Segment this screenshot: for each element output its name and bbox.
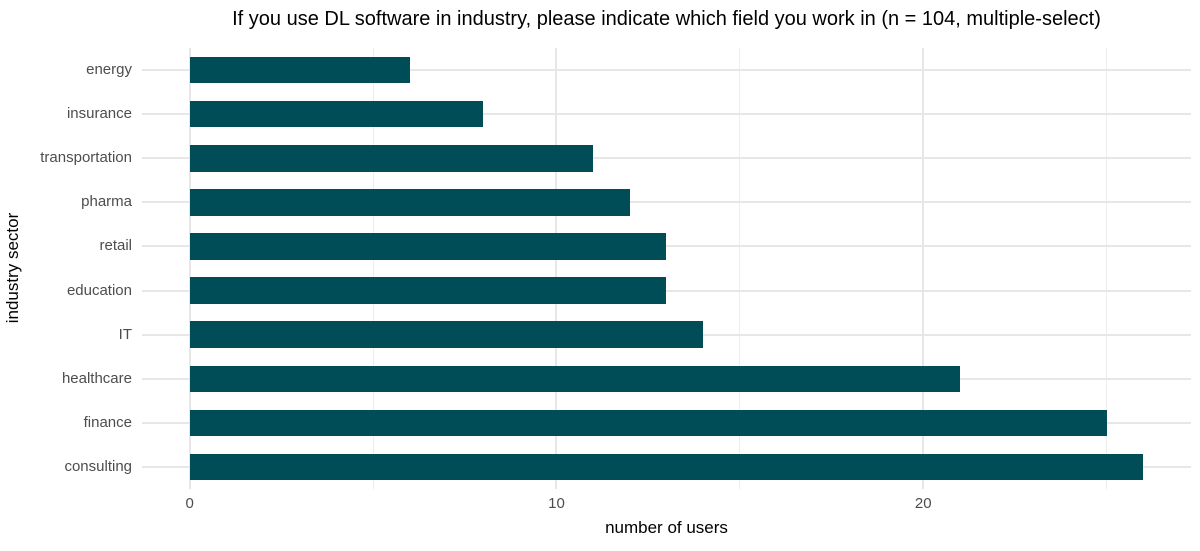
gridline-row-transportation (142, 157, 1191, 160)
gridline-row-retail (142, 245, 1191, 248)
gridline-major-0 (188, 48, 191, 489)
category-label-energy: energy (86, 61, 132, 79)
bar-pharma (189, 189, 630, 216)
bar-insurance (189, 100, 484, 128)
gridline-row-insurance (142, 113, 1191, 116)
category-label-insurance: insurance (66, 105, 132, 123)
gridline-major-10 (555, 48, 558, 489)
category-label-healthcare: healthcare (61, 369, 132, 387)
y-axis-title-text: industry sector (3, 212, 22, 324)
x-tick-label-10: 10 (548, 495, 565, 512)
bar-consulting (189, 453, 1144, 481)
bar-transportation (189, 145, 594, 172)
bar-energy (189, 56, 410, 84)
category-label-retail: retail (99, 237, 132, 255)
bar-healthcare (189, 365, 960, 392)
chart-title: If you use DL software in industry, plea… (232, 8, 1101, 30)
bar-IT (189, 321, 704, 348)
gridline-minor-5 (372, 48, 374, 489)
category-label-IT: IT (118, 325, 132, 343)
category-label-transportation: transportation (40, 149, 132, 167)
x-axis-title: number of users (605, 518, 728, 537)
category-label-finance: finance (83, 413, 132, 431)
category-label-consulting: consulting (64, 457, 132, 475)
bar-finance (189, 409, 1107, 437)
category-label-pharma: pharma (81, 193, 132, 211)
gridline-minor-15 (739, 48, 741, 489)
gridline-row-pharma (142, 201, 1191, 204)
gridline-minor-25 (1106, 48, 1108, 489)
gridline-row-energy (142, 69, 1191, 72)
bar-retail (189, 233, 667, 260)
x-tick-label-20: 20 (914, 495, 932, 512)
category-label-education: education (66, 281, 132, 299)
gridline-major-20 (922, 48, 925, 489)
x-tick-label-0: 0 (185, 495, 194, 512)
plot-panel (142, 48, 1191, 489)
bar-education (189, 277, 667, 304)
gridline-row-education (142, 289, 1191, 292)
